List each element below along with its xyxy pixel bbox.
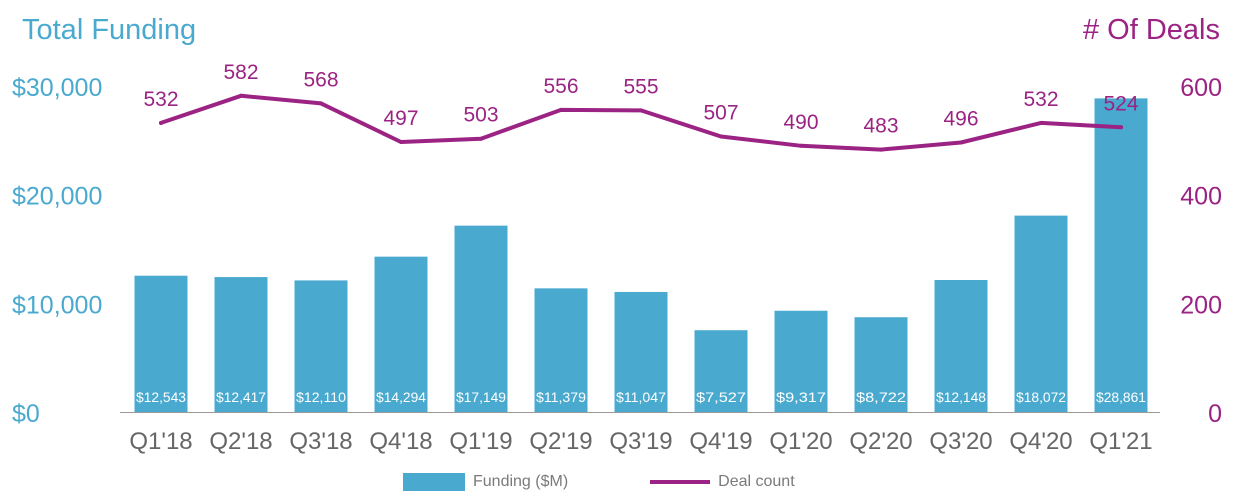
bar-value-label: $12,417 xyxy=(216,389,266,405)
bar-Q2'18 xyxy=(214,277,268,412)
x-tick-label: Q3'19 xyxy=(609,428,672,455)
legend: Funding ($M) Deal count xyxy=(403,472,795,492)
bar-value-label: $17,149 xyxy=(456,389,506,405)
deal-count-label: 532 xyxy=(143,88,178,111)
bar-Q2'19 xyxy=(534,288,588,412)
deal-count-label: 483 xyxy=(863,115,898,138)
deal-count-label: 568 xyxy=(303,68,338,91)
bar-value-label: $12,543 xyxy=(136,389,186,405)
deal-count-label: 497 xyxy=(383,107,418,130)
bar-Q1'19 xyxy=(454,225,508,412)
left-axis-title: Total Funding xyxy=(22,14,197,46)
legend-line-label: Deal count xyxy=(718,473,795,490)
deal-count-point xyxy=(719,134,723,139)
bar-value-label: $8,722 xyxy=(856,389,906,405)
bar-value-label: $7,527 xyxy=(696,389,746,405)
x-tick-label: Q2'20 xyxy=(849,428,912,455)
x-tick-label: Q4'18 xyxy=(369,428,432,455)
right-axis-tick-label: 0 xyxy=(1208,400,1222,428)
bar-value-label: $12,110 xyxy=(296,389,346,405)
bar-Q1'18 xyxy=(134,275,188,412)
bar-Q3'20 xyxy=(934,279,988,412)
deal-count-point xyxy=(319,101,323,106)
right-axis-title: # Of Deals xyxy=(1083,14,1220,46)
x-tick-label: Q4'20 xyxy=(1009,428,1072,455)
deal-count-label: 582 xyxy=(223,61,258,84)
deal-count-point xyxy=(959,140,963,145)
deal-count-label: 496 xyxy=(943,108,978,131)
deal-count-point xyxy=(479,136,483,141)
bar-value-label: $14,294 xyxy=(376,389,426,405)
bar-value-label: $28,861 xyxy=(1096,389,1146,405)
deal-count-point xyxy=(639,108,643,113)
right-axis-tick-label: 200 xyxy=(1180,291,1222,319)
legend-bar-label: Funding ($M) xyxy=(473,473,569,490)
deal-count-point xyxy=(1119,125,1123,130)
deal-count-label: 524 xyxy=(1103,92,1138,115)
bar-value-label: $11,047 xyxy=(616,389,666,405)
bar-Q3'19 xyxy=(614,291,668,412)
left-axis-tick-label: $30,000 xyxy=(12,74,102,102)
x-tick-label: Q1'18 xyxy=(129,428,192,455)
deal-count-label: 556 xyxy=(543,75,578,98)
deal-count-label: 555 xyxy=(623,75,658,98)
x-tick-label: Q1'21 xyxy=(1089,428,1152,455)
bar-Q4'19 xyxy=(694,330,748,412)
deal-count-point xyxy=(399,139,403,144)
deal-count-point xyxy=(799,143,803,148)
deal-count-point xyxy=(559,107,563,112)
bar-Q1'20 xyxy=(774,310,828,412)
deal-count-point xyxy=(1039,120,1043,125)
bar-value-label: $9,317 xyxy=(776,389,826,405)
deal-count-point xyxy=(239,93,243,98)
bar-Q2'20 xyxy=(854,317,908,412)
x-tick-label: Q1'19 xyxy=(449,428,512,455)
bar-value-label: $11,379 xyxy=(536,389,586,405)
deal-count-point xyxy=(159,120,163,125)
x-tick-label: Q3'20 xyxy=(929,428,992,455)
x-tick-label: Q1'20 xyxy=(769,428,832,455)
bar-Q4'18 xyxy=(374,256,428,412)
deal-count-label: 490 xyxy=(783,111,818,134)
x-tick-label: Q2'18 xyxy=(209,428,272,455)
x-tick-label: Q2'19 xyxy=(529,428,592,455)
legend-line-swatch xyxy=(650,480,711,484)
deal-count-label: 503 xyxy=(463,104,498,127)
bar-value-label: $18,072 xyxy=(1016,389,1066,405)
deal-count-label: 532 xyxy=(1023,88,1058,111)
bar-value-label: $12,148 xyxy=(936,389,986,405)
deal-count-label: 507 xyxy=(703,102,738,125)
legend-bar-swatch xyxy=(403,473,465,491)
left-axis-tick-label: $20,000 xyxy=(12,183,102,211)
bar-Q1'21 xyxy=(1094,98,1148,412)
bar-Q3'18 xyxy=(294,280,348,412)
bar-Q4'20 xyxy=(1014,215,1068,412)
x-tick-label: Q4'19 xyxy=(689,428,752,455)
deal-count-point xyxy=(879,147,883,152)
x-tick-label: Q3'18 xyxy=(289,428,352,455)
right-axis-tick-label: 600 xyxy=(1180,74,1222,102)
right-axis-tick-label: 400 xyxy=(1180,183,1222,211)
left-axis-tick-label: $10,000 xyxy=(12,291,102,319)
left-axis-tick-label: $0 xyxy=(12,400,40,428)
